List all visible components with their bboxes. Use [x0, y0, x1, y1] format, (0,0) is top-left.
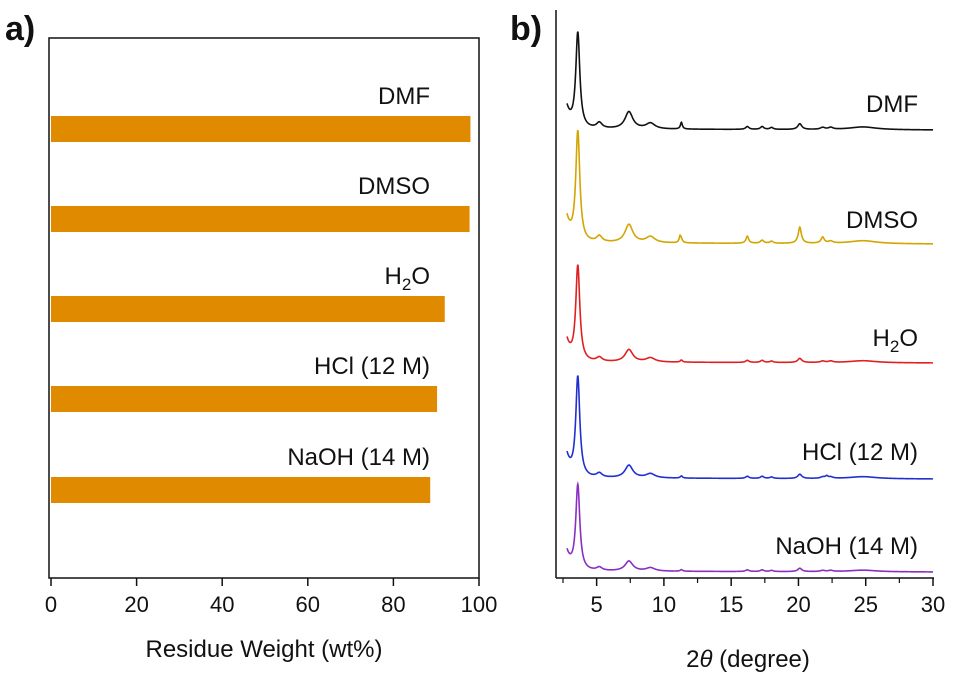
panel-b-x-axis-title-theta: θ: [699, 646, 712, 673]
bar-dmso: [51, 206, 470, 232]
panel-b-trace-labels: DMF DMSO H2O HCl (12 M) NaOH (14 M): [775, 91, 918, 560]
panel-a-bars: [51, 116, 471, 503]
panel-a-plot-frame: [48, 37, 480, 579]
bar-naoh-14-m: [51, 477, 431, 503]
x-tick-label: 5: [591, 592, 603, 617]
bar-label: HCl (12 M): [314, 353, 430, 380]
x-tick-label: 40: [210, 592, 234, 617]
x-tick-label: 60: [296, 592, 320, 617]
panel-b-traces: [566, 31, 934, 573]
panel-b-x-axis-title: 2θ (degree): [686, 646, 810, 673]
x-tick-label: 20: [786, 592, 810, 617]
bar-label: DMSO: [358, 173, 430, 200]
trace-h2o: [566, 264, 933, 364]
bar-label: DMF: [378, 83, 430, 110]
trace-label: NaOH (14 M): [775, 533, 918, 560]
trace-label: DMF: [866, 91, 918, 118]
x-tick-label: 20: [124, 592, 148, 617]
x-tick-label: 10: [652, 592, 676, 617]
trace-dmf: [566, 31, 933, 131]
bar-label: H2O: [385, 263, 430, 294]
panel-a-bar-labels: DMF DMSO H2O HCl (12 M) NaOH (14 M): [287, 83, 430, 471]
panel-a-label: a): [5, 10, 35, 48]
bar-hcl-12-m: [51, 386, 438, 412]
x-tick-label: 0: [45, 592, 57, 617]
trace-label: DMSO: [846, 207, 918, 234]
panel-b-x-ticks: 5 10 15 20 25 30: [562, 578, 945, 617]
bar-label: NaOH (14 M): [287, 444, 430, 471]
x-tick-label: 25: [853, 592, 877, 617]
x-tick-label: 30: [921, 592, 945, 617]
trace-label: H2O: [873, 325, 918, 356]
panel-b-x-axis-title-prefix: 2: [686, 646, 699, 673]
trace-naoh-14-m: [566, 480, 934, 573]
x-tick-label: 15: [719, 592, 743, 617]
trace-dmso: [566, 129, 934, 245]
panel-a-x-axis-title: Residue Weight (wt%): [146, 636, 383, 663]
panel-b-label: b): [510, 10, 542, 48]
bar-h2o: [51, 296, 445, 322]
panel-a-x-ticks: 0 20 40 60 80 100: [45, 578, 497, 617]
trace-hcl-12-m: [566, 375, 933, 480]
panel-a-bar-chart: a) DMF DMSO H2O HCl (12 M) NaOH (14 M) 0 20 40…: [5, 10, 497, 663]
trace-label: HCl (12 M): [802, 439, 918, 466]
x-tick-label: 100: [461, 592, 498, 617]
panel-b-line-chart: b) DMF DMSO H2O HCl (12 M) NaOH (14 M) 5 10 15…: [510, 10, 945, 673]
panel-b-x-axis-title-suffix: (degree): [713, 646, 810, 673]
bar-dmf: [51, 116, 471, 142]
x-tick-label: 80: [381, 592, 405, 617]
